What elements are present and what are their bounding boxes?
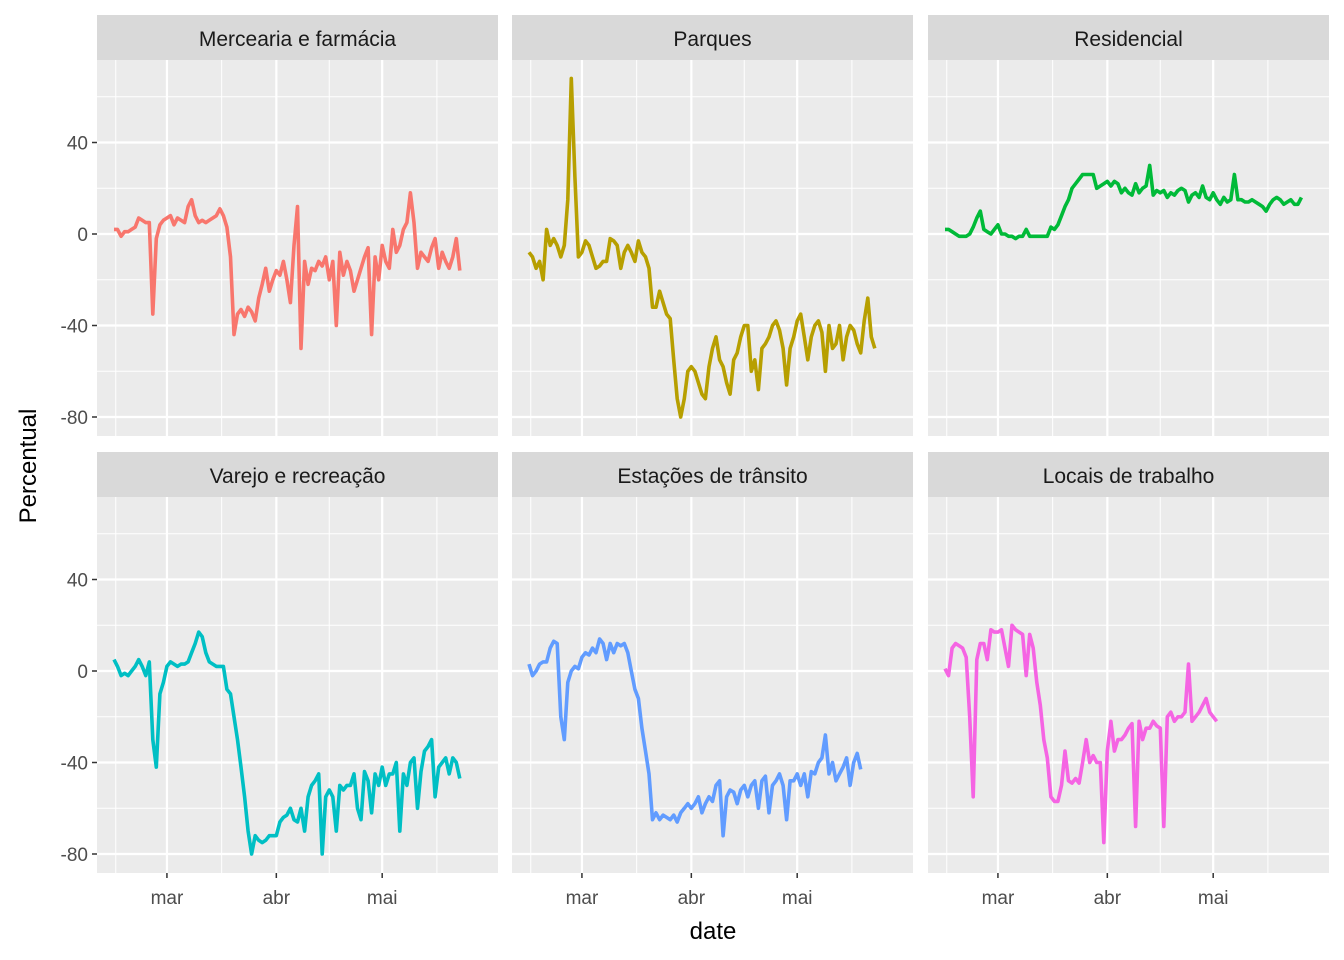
series-line	[945, 163, 1304, 241]
facet-panel: Residencial	[928, 15, 1329, 436]
y-tick-label: -80	[61, 845, 88, 866]
facet-strip	[512, 452, 913, 497]
plot-background	[928, 60, 1329, 436]
facet-panel: Estações de trânsito mar abr mai	[512, 452, 913, 909]
x-tick-label: mai	[1198, 888, 1229, 909]
y-tick-label: 40	[67, 134, 88, 155]
facet-strip	[928, 452, 1329, 497]
series-line	[112, 630, 462, 856]
plot-background	[512, 497, 913, 873]
x-tick-label: mar	[566, 888, 599, 909]
facet-strip	[512, 15, 913, 60]
x-tick-label: abr	[263, 888, 291, 909]
series-line	[114, 191, 462, 351]
facet-strip	[97, 15, 498, 60]
y-tick-label: 40	[67, 571, 88, 592]
facet-title: Locais de trabalho	[1043, 465, 1215, 488]
facet-panel: Parques	[512, 15, 913, 436]
y-tick-label: 0	[77, 225, 88, 246]
x-tick-label: abr	[678, 888, 706, 909]
y-axis-title: Percentual	[15, 409, 42, 524]
facet-title: Residencial	[1074, 28, 1183, 51]
series-line	[527, 637, 863, 838]
x-tick-label: mar	[982, 888, 1015, 909]
y-tick-label: -40	[61, 317, 88, 338]
y-tick-label: -80	[61, 408, 88, 429]
x-tick-label: abr	[1094, 888, 1122, 909]
x-tick-label: mai	[367, 888, 398, 909]
facet-strip	[928, 15, 1329, 60]
x-tick-label: mai	[782, 888, 813, 909]
facet-panel: Varejo e recreação -80 -40 0 40 mar abr mai	[61, 452, 498, 909]
facet-panels: Mercearia e farmácia -80 -40 0 40 Parques Resi…	[61, 15, 1329, 909]
y-tick-label: 0	[77, 662, 88, 683]
series-line	[943, 623, 1219, 845]
facet-title: Parques	[673, 28, 751, 51]
facet-panel: Locais de trabalho mar abr mai	[928, 452, 1329, 909]
series-line	[527, 76, 877, 419]
facet-panel: Mercearia e farmácia -80 -40 0 40	[61, 15, 498, 436]
facet-title: Estações de trânsito	[617, 465, 807, 488]
facet-title: Varejo e recreação	[210, 465, 386, 488]
y-tick-label: -40	[61, 754, 88, 775]
facet-strip	[97, 452, 498, 497]
facet-title: Mercearia e farmácia	[199, 28, 397, 51]
x-tick-label: mar	[151, 888, 184, 909]
plot-background	[928, 497, 1329, 873]
x-axis-title: date	[690, 918, 737, 945]
